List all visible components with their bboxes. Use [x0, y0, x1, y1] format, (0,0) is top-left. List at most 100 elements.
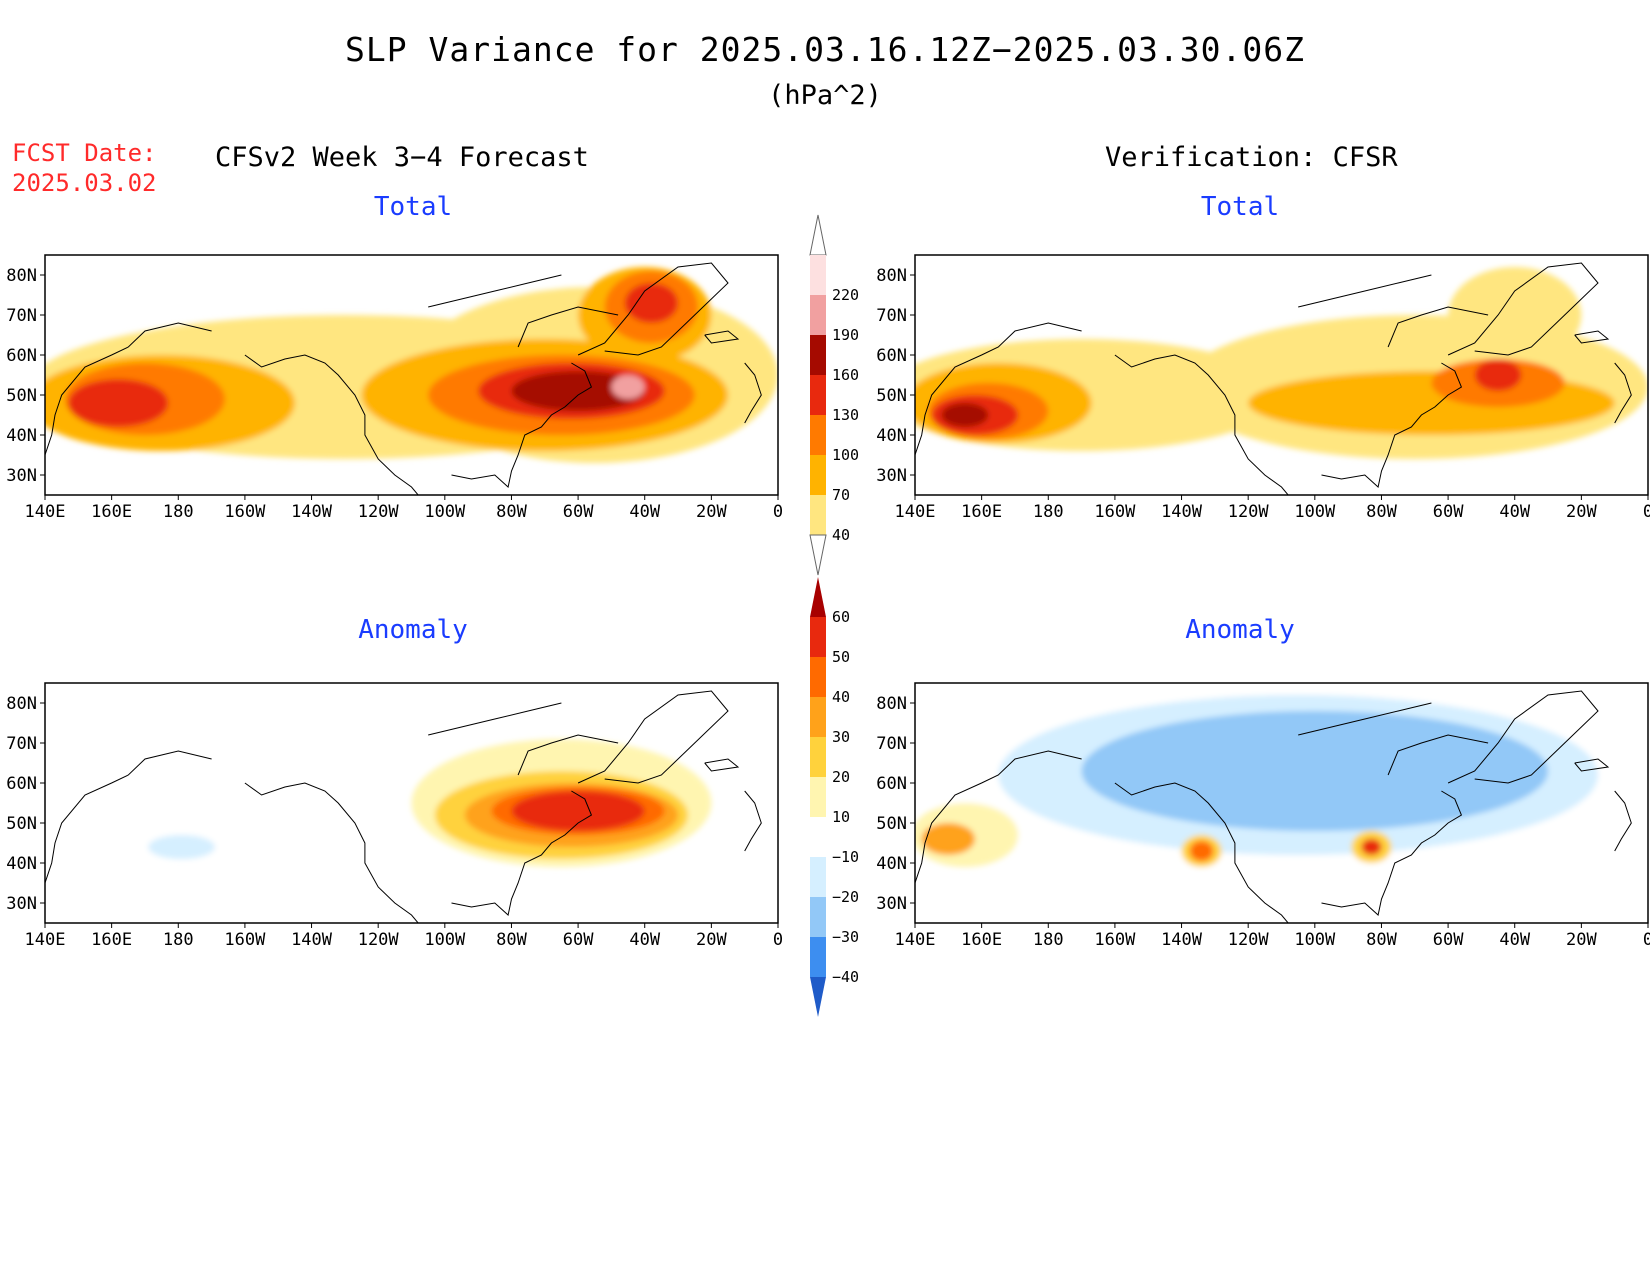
colorbar-label: 50	[832, 648, 850, 666]
field-blob	[511, 371, 645, 411]
colorbar-swatch	[810, 817, 826, 857]
coastline	[517, 734, 619, 776]
coastline	[1298, 702, 1432, 736]
coastline	[1387, 734, 1489, 776]
coastline	[704, 330, 740, 344]
lon-tick-label: 20W	[696, 502, 727, 522]
lon-tick-label: 80W	[1366, 502, 1397, 522]
lon-tick-label: 120W	[1228, 502, 1270, 522]
forecast-date: FCST Date: 2025.03.02	[12, 138, 157, 198]
colorbar-label: 220	[832, 286, 859, 304]
lat-tick-label: 50N	[876, 386, 907, 406]
lon-tick-label: 0	[773, 930, 783, 950]
coastline	[1614, 362, 1632, 424]
lon-tick-label: 140E	[895, 930, 936, 950]
lon-tick-label: 140W	[291, 502, 333, 522]
lat-tick-label: 70N	[6, 306, 37, 326]
lat-tick-label: 60N	[6, 346, 37, 366]
verification-anomaly-title: Anomaly	[1185, 615, 1295, 645]
lon-tick-label: 0	[1643, 502, 1650, 522]
coastline	[428, 274, 562, 308]
colorbar-label: −10	[832, 848, 859, 866]
lon-tick-label: 160W	[1094, 930, 1136, 950]
lon-tick-label: 40W	[629, 930, 660, 950]
coastline	[244, 782, 419, 923]
coastline	[1447, 262, 1599, 356]
lat-tick-label: 60N	[876, 346, 907, 366]
field-blob	[921, 823, 975, 855]
lat-tick-label: 80N	[6, 266, 37, 286]
coastline	[1574, 330, 1610, 344]
colorbar-swatch	[810, 777, 826, 817]
lon-tick-label: 100W	[1294, 502, 1336, 522]
coastline	[45, 750, 212, 884]
lat-tick-label: 40N	[876, 426, 907, 446]
colorbar-swatch	[810, 937, 826, 977]
coastline	[704, 758, 740, 772]
lon-tick-label: 160E	[91, 930, 132, 950]
lon-tick-label: 180	[163, 930, 194, 950]
lat-tick-label: 50N	[6, 386, 37, 406]
colorbar-label: 30	[832, 728, 850, 746]
field-blob	[611, 375, 645, 399]
colorbar-swatch	[810, 255, 826, 295]
lon-tick-label: 20W	[1566, 502, 1597, 522]
forecast-header: CFSv2 Week 3−4 Forecast	[215, 142, 589, 173]
lon-tick-label: 160E	[961, 930, 1002, 950]
field-blob	[148, 835, 215, 859]
lon-tick-label: 60W	[563, 502, 594, 522]
lat-tick-label: 40N	[876, 854, 907, 874]
colorbar-label: 130	[832, 406, 859, 424]
lon-tick-label: 160E	[91, 502, 132, 522]
lon-tick-label: 100W	[424, 502, 466, 522]
lon-tick-label: 0	[773, 502, 783, 522]
lon-tick-label: 180	[1033, 930, 1064, 950]
colorbar-swatch	[810, 657, 826, 697]
coastline	[1114, 354, 1289, 495]
colorbar-swatch	[810, 455, 826, 495]
lon-tick-label: 60W	[1433, 502, 1464, 522]
colorbar-swatch	[810, 897, 826, 937]
colorbar-label: 40	[832, 688, 850, 706]
forecast-total-title: Total	[373, 192, 453, 222]
colorbar-swatch	[810, 375, 826, 415]
colorbar-label: 70	[832, 486, 850, 504]
coastline	[451, 362, 593, 488]
lat-tick-label: 60N	[6, 774, 37, 794]
total-colorbar: 40 70 100 130 160 190 220	[809, 214, 859, 576]
lat-tick-label: 70N	[876, 306, 907, 326]
colorbar-label: 100	[832, 446, 859, 464]
lon-tick-label: 160W	[1094, 502, 1136, 522]
colorbar-label: 20	[832, 768, 850, 786]
colorbar-label: 160	[832, 366, 859, 384]
lon-tick-label: 140W	[1161, 502, 1203, 522]
main-title: SLP Variance for 2025.03.16.12Z−2025.03.…	[345, 30, 1305, 69]
coastline	[517, 306, 619, 348]
colorbar-swatch	[810, 295, 826, 335]
field-blob	[68, 379, 169, 427]
verification-total-title: Total	[1200, 192, 1280, 222]
lon-tick-label: 60W	[563, 930, 594, 950]
colorbar-swatch	[810, 415, 826, 455]
forecast-anomaly-title: Anomaly	[358, 615, 468, 645]
lon-tick-label: 160E	[961, 502, 1002, 522]
field-blob	[1081, 711, 1549, 831]
coastline	[1114, 782, 1289, 923]
lon-tick-label: 60W	[1433, 930, 1464, 950]
lat-tick-label: 50N	[876, 814, 907, 834]
coastline	[428, 702, 562, 736]
colorbar-swatch	[810, 335, 826, 375]
lon-tick-label: 80W	[1366, 930, 1397, 950]
coastline	[451, 790, 593, 916]
lon-tick-label: 180	[1033, 502, 1064, 522]
verification-anomaly-map: 140E 160E 180 160W 140W 120W 100W 80W 60W 40W 20W 0…	[876, 682, 1650, 950]
lon-tick-label: 20W	[696, 930, 727, 950]
lon-tick-label: 120W	[358, 502, 400, 522]
lat-tick-label: 30N	[876, 466, 907, 486]
field-blob	[941, 403, 989, 427]
lon-tick-label: 140W	[291, 930, 333, 950]
lat-tick-label: 80N	[6, 694, 37, 714]
lon-tick-label: 100W	[1294, 930, 1336, 950]
lat-tick-label: 80N	[876, 266, 907, 286]
